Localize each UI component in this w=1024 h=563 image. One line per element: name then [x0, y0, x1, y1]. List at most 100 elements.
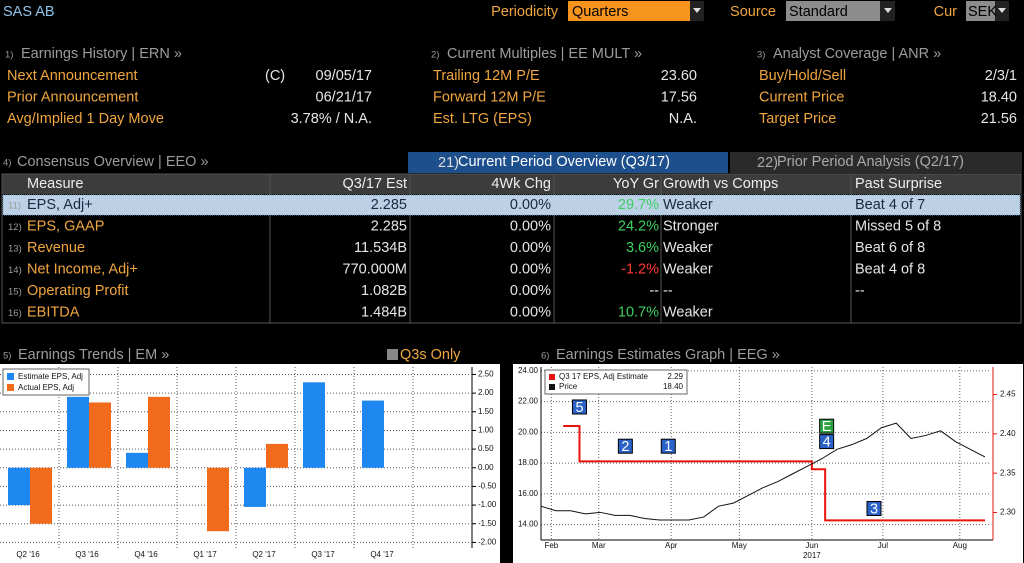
section-number: 4)	[3, 158, 11, 169]
table-header	[2, 174, 1021, 194]
table-cell: 29.7%	[618, 197, 659, 213]
section-title[interactable]: Analyst Coverage | ANR »	[773, 46, 941, 62]
periodicity-value[interactable]: Quarters	[572, 4, 628, 20]
table-cell: 0.00%	[510, 218, 551, 234]
tab-label[interactable]: Current Period Overview (Q3/17)	[458, 154, 670, 170]
section-title[interactable]: Current Multiples | EE MULT »	[447, 46, 642, 62]
field-label: Next Announcement	[7, 68, 138, 84]
table-cell: 24.2%	[618, 218, 659, 234]
section-title[interactable]: Earnings Trends | EM »	[18, 347, 169, 363]
section-title[interactable]: Earnings Estimates Graph | EEG »	[556, 347, 780, 363]
table-cell: Operating Profit	[27, 283, 129, 299]
bar	[89, 402, 111, 468]
arrow-icon	[884, 8, 892, 13]
periodicity-label: Periodicity	[491, 4, 559, 20]
field-flag: (C)	[265, 68, 285, 84]
field-label: Avg/Implied 1 Day Move	[7, 111, 164, 127]
table-cell: EBITDA	[27, 304, 80, 320]
y2-tick-label: 2.40	[1000, 429, 1016, 438]
legend-value: 2.29	[667, 372, 683, 381]
x-tick-label: Q3 '16	[75, 550, 99, 559]
x-tick-label: Q1 '17	[193, 550, 217, 559]
event-marker[interactable]	[660, 438, 676, 454]
bar	[30, 467, 52, 524]
y2-tick-label: 2.30	[1000, 508, 1016, 517]
field-label: Est. LTG (EPS)	[433, 111, 532, 127]
field-value: 09/05/17	[316, 68, 372, 84]
y-tick-label: -0.50	[478, 482, 497, 491]
event-marker[interactable]	[617, 438, 633, 454]
tab-number: 22)	[757, 155, 778, 171]
section-title[interactable]: Earnings History | ERN »	[21, 46, 182, 62]
table-cell: EPS, Adj+	[27, 197, 93, 213]
event-marker[interactable]	[819, 434, 835, 450]
table-cell: 0.00%	[510, 197, 551, 213]
x-tick-label: Jul	[878, 541, 888, 550]
legend-swatch	[549, 384, 555, 390]
field-value: 2/3/1	[985, 68, 1017, 84]
checkbox[interactable]	[387, 349, 398, 360]
event-marker[interactable]	[819, 418, 835, 434]
field-label: Buy/Hold/Sell	[759, 68, 846, 84]
source-dropdown[interactable]	[786, 1, 880, 21]
legend-swatch	[549, 374, 555, 380]
x-tick-label: Aug	[953, 541, 967, 550]
section-number: 6)	[541, 351, 549, 362]
table-cell: Weaker	[663, 261, 713, 277]
table-cell: Net Income, Adj+	[27, 261, 138, 277]
y-tick-label: 1.50	[478, 407, 494, 416]
option-label[interactable]: Q3s Only	[400, 347, 461, 363]
series-line	[540, 422, 986, 521]
section-number: 3)	[757, 50, 765, 61]
table-cell: 1.082B	[361, 283, 407, 299]
table-cell: 0.00%	[510, 283, 551, 299]
field-value: 21.56	[981, 111, 1017, 127]
event-marker[interactable]	[571, 399, 587, 415]
arrow-icon	[693, 8, 701, 13]
field-label: Current Price	[759, 89, 844, 105]
x-tick-label: Q4 '17	[370, 550, 394, 559]
row-highlight	[2, 194, 1021, 216]
series-line	[563, 424, 985, 522]
bar	[362, 400, 384, 468]
ticker: SAS AB	[3, 4, 55, 20]
table-cell: Beat 4 of 8	[855, 261, 925, 277]
table-cell: 2.285	[371, 218, 407, 234]
y-tick-label: -1.00	[478, 500, 497, 509]
tab-label[interactable]: Prior Period Analysis (Q2/17)	[777, 154, 964, 170]
y2-tick-label: 2.35	[1000, 468, 1016, 477]
table-cell: EPS, GAAP	[27, 218, 104, 234]
table-cell: Weaker	[663, 197, 713, 213]
event-label: 2	[621, 439, 629, 455]
field-value: N.A.	[669, 111, 697, 127]
section-title[interactable]: Consensus Overview | EEO »	[17, 154, 209, 170]
source-label: Source	[730, 4, 776, 20]
y-tick-label: 20.00	[518, 427, 539, 436]
cur-label: Cur	[934, 4, 958, 20]
source-value[interactable]: Standard	[789, 4, 848, 20]
tab-active[interactable]	[408, 152, 728, 173]
x-tick-label: Q2 '17	[252, 550, 276, 559]
bar	[67, 396, 89, 468]
legend-label: Estimate EPS, Adj	[18, 372, 83, 381]
periodicity-dropdown[interactable]	[568, 1, 690, 21]
table-cell: 770.000M	[343, 261, 408, 277]
section-number: 2)	[431, 50, 439, 61]
cur-value[interactable]: SEK	[968, 4, 997, 20]
legend	[2, 368, 90, 396]
table-cell: Weaker	[663, 304, 713, 320]
table-cell: Weaker	[663, 240, 713, 256]
event-label: 3	[870, 501, 878, 517]
table-cell: Missed 5 of 8	[855, 218, 941, 234]
y-tick-label: 18.00	[518, 458, 539, 467]
table-cell: Beat 6 of 8	[855, 240, 925, 256]
event-label: 4	[823, 434, 831, 450]
cur-dropdown[interactable]	[966, 1, 995, 21]
x-tick-label: Jun	[805, 541, 818, 550]
y-tick-label: 24.00	[518, 366, 539, 375]
event-marker[interactable]	[866, 500, 882, 516]
tab[interactable]	[730, 152, 1022, 173]
table-cell: -1.2%	[621, 261, 659, 277]
event-label: E	[822, 419, 832, 435]
x-tick-label: Feb	[544, 541, 558, 550]
